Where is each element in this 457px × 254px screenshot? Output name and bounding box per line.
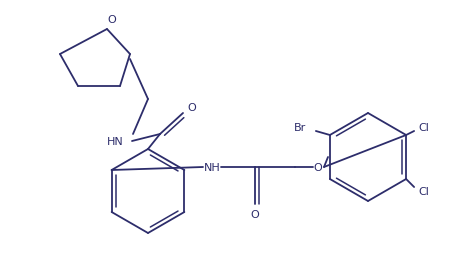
Text: Cl: Cl [419, 122, 430, 133]
Text: O: O [314, 162, 322, 172]
Text: O: O [188, 103, 197, 113]
Text: HN: HN [106, 136, 123, 146]
Text: O: O [108, 15, 117, 25]
Text: Br: Br [294, 122, 306, 133]
Text: O: O [250, 209, 260, 219]
Text: Cl: Cl [419, 186, 430, 196]
Text: NH: NH [204, 162, 220, 172]
